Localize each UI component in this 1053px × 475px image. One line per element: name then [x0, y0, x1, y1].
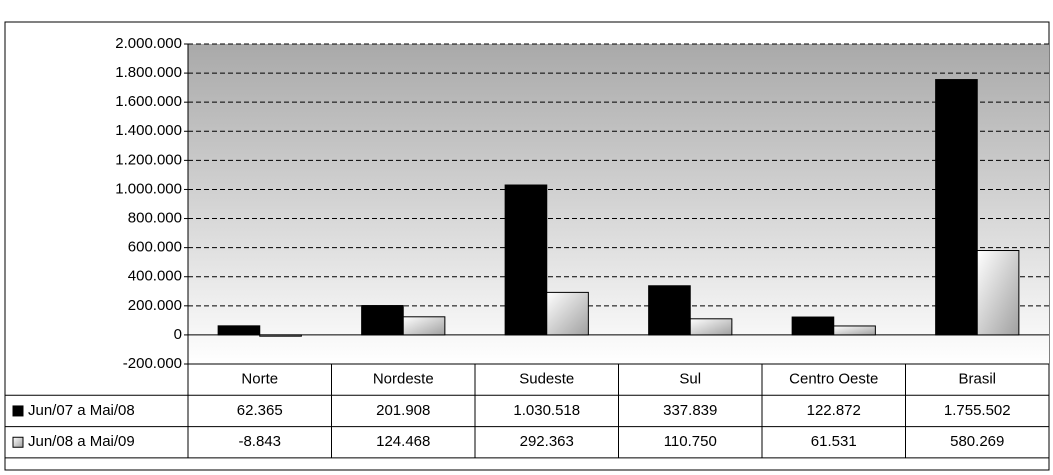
bar: [217, 325, 261, 336]
y-tick-label: -200.000: [123, 355, 182, 372]
bar: [504, 184, 548, 336]
y-tick-label: 200.000: [128, 297, 182, 314]
table-value: 110.750: [664, 433, 717, 450]
table-value: -8.843: [238, 433, 281, 450]
table-value: 337.839: [663, 402, 717, 419]
bar: [259, 334, 302, 337]
bar: [833, 325, 876, 336]
table-value: 1.030.518: [513, 402, 580, 419]
category-label: Brasil: [958, 371, 996, 388]
table-value: 1.755.502: [944, 402, 1011, 419]
y-tick-label: 0: [174, 326, 182, 343]
category-label: Norte: [241, 371, 278, 388]
table-value: 61.531: [811, 433, 857, 450]
y-tick-label: 1.800.000: [115, 64, 182, 81]
y-tick-label: 1.200.000: [115, 151, 182, 168]
table-value: 122.872: [807, 402, 861, 419]
plot-area: [188, 44, 1049, 364]
legend-label: Jun/08 a Mai/09: [28, 433, 135, 450]
bar: [976, 250, 1020, 336]
bar: [361, 305, 404, 336]
y-tick-label: 1.000.000: [115, 180, 182, 197]
category-label: Sudeste: [519, 371, 574, 388]
table-value: 62.365: [237, 402, 283, 419]
category-label: Centro Oeste: [789, 371, 878, 388]
y-tick-label: 1.400.000: [115, 122, 182, 139]
category-label: Sul: [679, 371, 701, 388]
bar: [689, 318, 733, 336]
bar: [402, 316, 446, 336]
category-label: Nordeste: [373, 371, 434, 388]
table-value: 580.269: [950, 433, 1004, 450]
table-value: 292.363: [520, 433, 574, 450]
bar: [935, 79, 978, 336]
bar: [791, 316, 835, 336]
y-tick-label: 600.000: [128, 239, 182, 256]
legend-swatch: [12, 405, 24, 417]
bar: [648, 285, 691, 336]
y-tick-label: 2.000.000: [115, 35, 182, 52]
legend-label: Jun/07 a Mai/08: [28, 402, 135, 419]
bar: [546, 291, 589, 336]
table-value: 201.908: [376, 402, 430, 419]
y-tick-label: 400.000: [128, 268, 182, 285]
legend-swatch: [12, 436, 24, 448]
y-tick-label: 1.600.000: [115, 93, 182, 110]
table-value: 124.468: [376, 433, 430, 450]
y-tick-label: 800.000: [128, 210, 182, 227]
